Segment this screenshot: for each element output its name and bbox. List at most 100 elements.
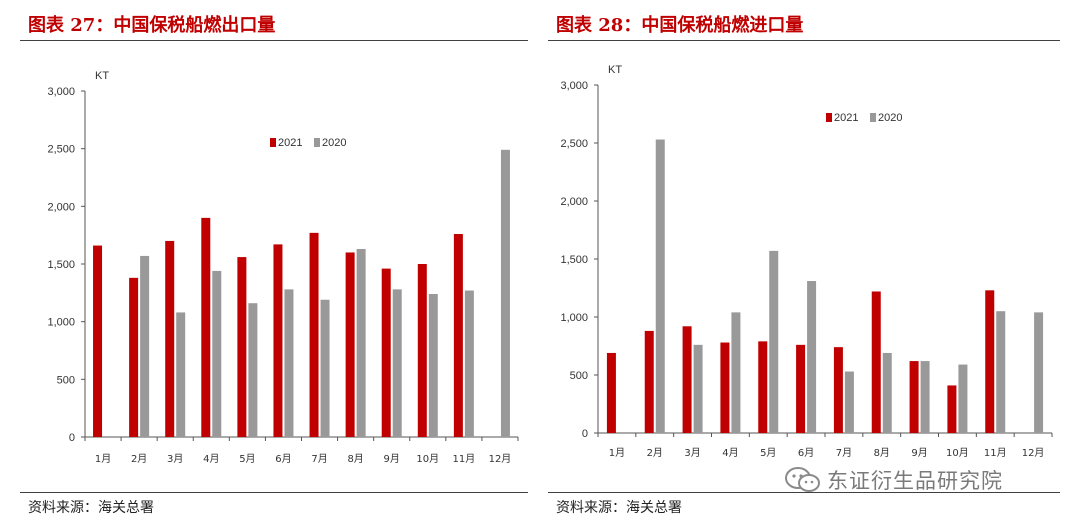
wechat-icon (785, 467, 820, 492)
x-category-label: 7月 (836, 447, 852, 459)
y-axis-unit: KT (95, 70, 109, 82)
y-tick-label: 0 (582, 428, 588, 440)
legend-label-2020: 2020 (322, 137, 346, 149)
bar-2021-10月 (947, 385, 957, 433)
bar-2021-7月 (833, 347, 843, 433)
bar-2020-7月 (320, 299, 330, 437)
bar-2020-12月 (500, 149, 510, 437)
legend-label-2020: 2020 (878, 112, 902, 124)
bar-2021-11月 (985, 290, 995, 433)
bar-2020-10月 (958, 364, 968, 433)
x-category-label: 1月 (609, 447, 625, 459)
y-tick-label: 1,000 (47, 317, 75, 329)
bar-2021-9月 (381, 268, 391, 437)
x-category-label: 6月 (798, 447, 814, 459)
x-category-label: 5月 (239, 453, 255, 465)
x-category-label: 3月 (167, 453, 183, 465)
bar-2020-5月 (248, 303, 258, 437)
legend-label-2021: 2021 (834, 112, 858, 124)
bar-2020-10月 (428, 293, 438, 437)
source-note-exports: 资料来源：海关总署 (28, 500, 154, 516)
x-category-label: 11月 (453, 453, 476, 465)
x-category-label: 9月 (911, 447, 927, 459)
x-category-label: 1月 (95, 453, 111, 465)
source-rule (20, 492, 528, 493)
bar-2020-9月 (920, 361, 930, 433)
y-tick-label: 3,000 (47, 86, 75, 98)
y-tick-label: 1,500 (560, 254, 588, 266)
bar-2020-11月 (996, 311, 1006, 433)
y-tick-label: 2,500 (560, 138, 588, 150)
y-tick-label: 0 (69, 432, 75, 444)
bar-2021-6月 (273, 244, 283, 437)
x-category-label: 12月 (1022, 447, 1045, 459)
x-category-label: 3月 (684, 447, 700, 459)
x-category-label: 2月 (131, 453, 147, 465)
watermark-text: 东证衍生品研究院 (827, 469, 1003, 493)
y-tick-label: 1,000 (560, 312, 588, 324)
bar-2021-4月 (720, 342, 730, 433)
bar-2021-6月 (796, 344, 806, 433)
bar-2021-5月 (758, 341, 768, 433)
bar-2020-8月 (356, 249, 366, 437)
x-category-label: 4月 (203, 453, 219, 465)
y-tick-label: 2,500 (47, 144, 75, 156)
bar-2021-4月 (201, 217, 211, 437)
bar-2021-2月 (129, 277, 139, 437)
watermark: 东证衍生品研究院 (783, 463, 1063, 497)
bar-2021-7月 (309, 232, 319, 437)
y-tick-label: 2,000 (560, 196, 588, 208)
bar-2021-3月 (682, 326, 692, 433)
x-category-label: 10月 (946, 447, 969, 459)
source-rule (548, 492, 1060, 493)
x-category-label: 6月 (275, 453, 291, 465)
x-category-label: 7月 (311, 453, 327, 465)
bar-2020-6月 (284, 289, 294, 437)
x-category-label: 11月 (984, 447, 1007, 459)
chart-title-exports: 图表 27：中国保税船燃出口量 (28, 15, 276, 36)
y-tick-label: 3,000 (560, 80, 588, 92)
bar-2021-10月 (417, 264, 427, 437)
bar-2021-9月 (909, 361, 919, 433)
x-category-label: 2月 (647, 447, 663, 459)
bar-2021-11月 (453, 234, 463, 437)
bar-2021-1月 (93, 245, 103, 437)
x-category-label: 8月 (347, 453, 363, 465)
legend-swatch-2020 (870, 113, 876, 122)
bar-2020-2月 (655, 139, 665, 433)
x-category-label: 10月 (416, 453, 439, 465)
legend-swatch-2021 (826, 113, 832, 122)
chart-panel-exports: 图表 27：中国保税船燃出口量 0 500 1,000 1,500 2,000 2,500… (20, 0, 528, 529)
title-rule (548, 40, 1060, 41)
bar-chart-imports: 0 500 1,000 1,500 2,000 2,500 3,000 KT 1月 2月 3月 4月 5… (560, 64, 1053, 459)
legend-label-2021: 2021 (278, 137, 302, 149)
bar-2021-2月 (644, 330, 654, 433)
x-category-label: 4月 (722, 447, 738, 459)
bar-2020-9月 (392, 289, 402, 437)
bar-2021-5月 (237, 257, 247, 437)
bar-2020-4月 (212, 270, 222, 437)
x-category-label: 9月 (384, 453, 400, 465)
legend-swatch-2021 (270, 138, 276, 147)
bar-2021-1月 (606, 352, 616, 433)
bar-2020-3月 (693, 344, 703, 433)
bar-2020-5月 (769, 250, 779, 433)
bar-2021-8月 (345, 252, 355, 437)
legend-swatch-2020 (314, 138, 320, 147)
y-tick-label: 2,000 (47, 201, 75, 213)
bar-2020-11月 (464, 290, 474, 437)
bar-2020-6月 (807, 281, 817, 433)
x-category-label: 12月 (489, 453, 512, 465)
y-axis-unit: KT (608, 64, 622, 76)
y-tick-label: 500 (570, 370, 588, 382)
bar-2020-4月 (731, 312, 741, 433)
x-category-label: 5月 (760, 447, 776, 459)
bar-2020-2月 (140, 255, 150, 437)
bar-chart-exports: 0 500 1,000 1,500 2,000 2,500 3,000 KT 1月 2月 3月 4月 5… (47, 70, 519, 465)
bar-2020-8月 (882, 352, 892, 433)
bar-2020-7月 (844, 371, 854, 433)
chart-panel-imports: 图表 28：中国保税船燃进口量 0 500 1,000 1,500 2,000 2,500… (548, 0, 1060, 529)
bar-2020-3月 (176, 312, 186, 437)
y-tick-label: 1,500 (47, 259, 75, 271)
title-rule (20, 40, 528, 41)
